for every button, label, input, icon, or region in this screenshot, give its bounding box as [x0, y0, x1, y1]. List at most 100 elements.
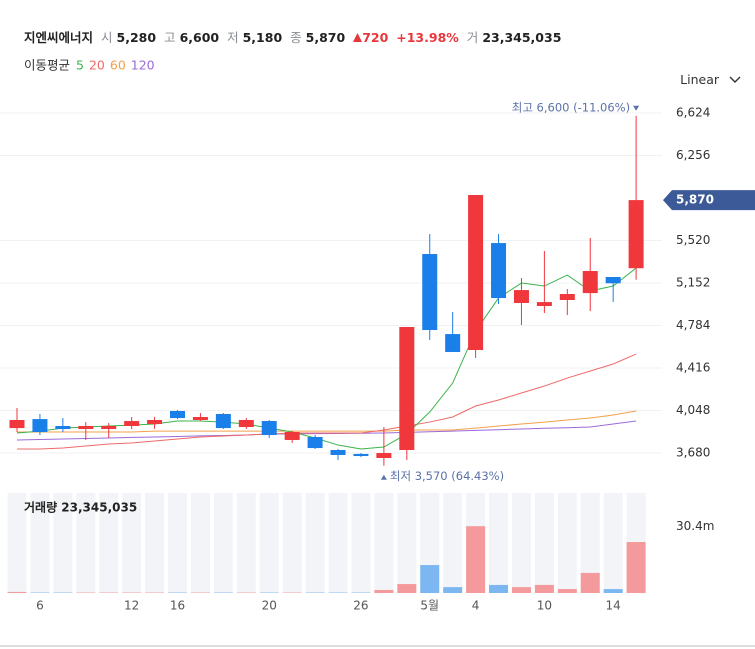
volume-bar: [603, 589, 623, 593]
volume-bar: [511, 587, 531, 593]
x-tick-label: 16: [170, 599, 185, 613]
volume-column-bg: [305, 493, 325, 593]
high-annotation: 최고 6,600 (-11.06%): [512, 100, 630, 114]
volume-column-bg: [122, 493, 142, 593]
volume-bar: [580, 572, 600, 593]
volume-column-bg: [259, 493, 279, 593]
volume-column-bg: [7, 493, 27, 593]
y-tick-label: 30.4m: [676, 519, 714, 533]
volume-column-bg: [603, 493, 623, 593]
candle-body: [605, 277, 621, 284]
ma-line: [17, 353, 637, 450]
candle-body: [353, 453, 369, 457]
chevron: [729, 76, 741, 83]
ma-line: [16, 267, 637, 450]
volume-column-bg: [213, 493, 233, 593]
candle-body: [170, 410, 186, 419]
candle-body: [192, 416, 208, 420]
candle-body: [261, 421, 277, 436]
volume-column-bg: [443, 493, 463, 593]
low-label: 저: [227, 30, 239, 45]
x-tick-label: 10: [537, 599, 552, 613]
volume-column-bg: [557, 493, 577, 593]
candle-body: [284, 432, 300, 440]
volume-title: 거래량 23,345,035: [24, 500, 137, 515]
y-tick-label: 5,520: [676, 233, 710, 247]
y-tick-label: 6,624: [676, 106, 710, 120]
volume-column-bg: [580, 493, 600, 593]
up-arrow: [353, 33, 363, 42]
candle-body: [491, 243, 507, 299]
change-value: 720: [362, 30, 389, 45]
candle-body: [445, 334, 461, 352]
candle-body: [330, 450, 346, 455]
volume-column-bg: [76, 493, 96, 593]
candle-body: [399, 327, 415, 451]
high-label: 고: [164, 30, 176, 45]
ma-line: [17, 410, 637, 433]
legend-entry: 5: [76, 58, 84, 73]
candle-body: [101, 425, 117, 430]
volume-bar: [489, 584, 509, 593]
volume-label: 거: [466, 30, 479, 45]
candle-body: [32, 419, 48, 433]
candle-body: [468, 195, 484, 351]
volume-column-bg: [145, 493, 165, 593]
stock-name: 지엔씨에너지: [24, 30, 94, 45]
volume-column-bg: [53, 493, 73, 593]
ma-line: [16, 420, 637, 441]
low-marker: [380, 474, 387, 480]
volume-column-bg: [30, 493, 50, 593]
legend-entry: 20: [89, 58, 105, 73]
candle-body: [238, 419, 254, 428]
close-label: 종: [290, 30, 302, 45]
volume-column-bg: [168, 493, 188, 593]
y-tick-label: 4,048: [676, 403, 710, 417]
x-tick-label: 5월: [420, 599, 439, 613]
open-label: 시: [101, 30, 113, 45]
volume-column-bg: [190, 493, 210, 593]
candle-body: [215, 413, 231, 429]
volume-bar: [626, 542, 646, 593]
x-tick-label: 12: [124, 599, 139, 613]
volume-column-bg: [534, 493, 554, 593]
candle-body: [582, 271, 598, 294]
candle-body: [513, 290, 529, 303]
volume-column-bg: [511, 493, 531, 593]
scale-dropdown[interactable]: Linear: [680, 72, 741, 87]
legend-title: 이동평균: [24, 58, 70, 73]
volume-bar: [557, 589, 577, 593]
candle-body: [559, 293, 575, 300]
candle-body: [55, 425, 71, 430]
volume-bar: [374, 589, 394, 593]
price-flag-label: 5,870: [676, 193, 714, 207]
x-tick-label: 6: [36, 599, 44, 613]
candle-body: [78, 425, 94, 430]
candle-body: [147, 419, 163, 425]
volume-column-bg: [99, 493, 119, 593]
legend-entry: 120: [131, 58, 155, 73]
y-tick-label: 4,784: [676, 318, 710, 332]
high-value: 6,600: [179, 30, 220, 45]
price-flag: [663, 190, 755, 211]
change-percent: +13.98%: [396, 30, 459, 45]
x-tick-label: 20: [262, 599, 277, 613]
x-tick-label: 14: [606, 599, 621, 613]
candle-body: [124, 421, 140, 426]
low-annotation: 최저 3,570 (64.43%): [390, 469, 504, 483]
volume-column-bg: [328, 493, 348, 593]
volume-value: 23,345,035: [482, 30, 562, 45]
open-value: 5,280: [116, 30, 157, 45]
volume-column-bg: [282, 493, 302, 593]
volume-bar: [534, 584, 554, 593]
scale-label: Linear: [680, 72, 720, 87]
volume-column-bg: [351, 493, 371, 593]
legend-entry: 60: [110, 58, 126, 73]
volume-bar: [443, 587, 463, 593]
volume-bar: [397, 584, 417, 593]
x-tick-label: 4: [472, 599, 480, 613]
candle-body: [9, 419, 25, 429]
volume-bar: [466, 526, 486, 593]
